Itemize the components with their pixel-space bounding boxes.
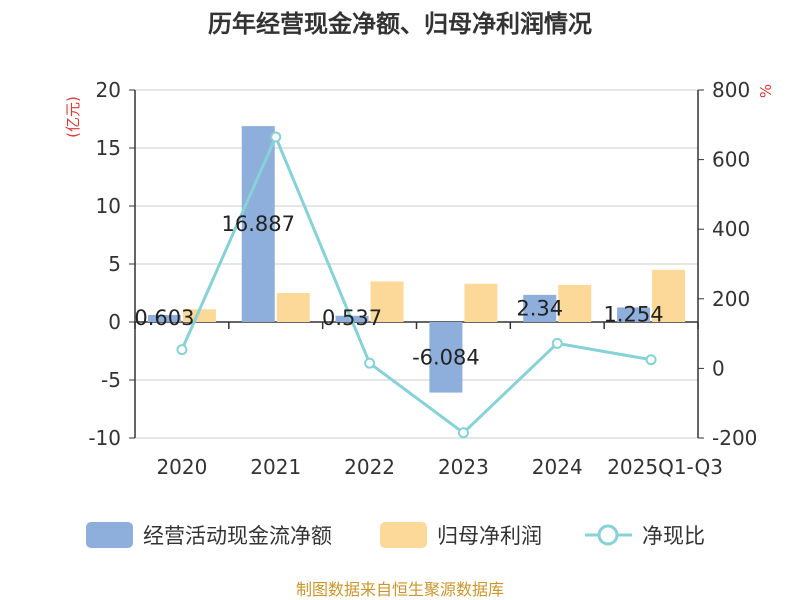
- category-label: 2022: [344, 455, 395, 479]
- legend-swatch-cashflow[interactable]: [86, 522, 133, 548]
- bar-netprofit: [370, 281, 404, 322]
- bar-cashflow: [147, 315, 181, 322]
- cashflow-data-label: 1.254: [604, 303, 664, 327]
- legend: 经营活动现金流净额 归母净利润 净现比: [86, 522, 705, 548]
- left-tick-label: 15: [96, 136, 121, 160]
- legend-swatch-netprofit[interactable]: [380, 522, 427, 548]
- cashflow-data-label: 16.887: [222, 212, 295, 236]
- right-tick-label: 0: [712, 356, 725, 380]
- left-tick-label: 0: [108, 310, 121, 334]
- category-label: 2025Q1-Q3: [607, 455, 723, 479]
- bar-cashflow: [429, 322, 463, 393]
- right-tick-label: -200: [712, 426, 757, 450]
- right-tick-label: 200: [712, 287, 750, 311]
- left-tick-label: -5: [101, 368, 121, 392]
- chart-title: 历年经营现金净额、归母净利润情况: [208, 10, 592, 38]
- left-tick-label: 20: [96, 78, 121, 102]
- legend-label-ratio[interactable]: 净现比: [642, 524, 705, 548]
- ratio-point: [270, 131, 282, 143]
- bar-netprofit: [276, 293, 310, 322]
- cashflow-data-label: 0.603: [134, 306, 194, 330]
- category-label: 2024: [532, 455, 583, 479]
- bar-netprofit: [652, 269, 686, 322]
- right-axis-label: %: [757, 84, 775, 98]
- axes: 20 15 10 5 0 -5 -10 800 600 400 200 0 -200 2020 2021 20…: [88, 78, 757, 479]
- data-labels: 0.603 16.887 0.537 -6.084 2.34 1.254: [134, 212, 663, 369]
- right-tick-label: 600: [712, 148, 750, 172]
- ratio-point: [457, 427, 469, 439]
- category-label: 2020: [156, 455, 207, 479]
- bar-cashflow: [617, 307, 651, 322]
- bar-netprofit: [464, 283, 498, 322]
- category-label: 2021: [250, 455, 301, 479]
- bar-cashflow: [241, 126, 275, 322]
- cashflow-data-label: 2.34: [516, 296, 563, 320]
- legend-label-netprofit[interactable]: 归母净利润: [437, 524, 542, 548]
- bar-netprofit: [558, 284, 592, 322]
- left-tick-label: -10: [88, 426, 121, 450]
- bar-netprofit: [182, 309, 216, 322]
- cashflow-data-label: 0.537: [322, 306, 382, 330]
- ratio-line-path: [180, 133, 652, 435]
- bar-cashflow: [523, 294, 557, 322]
- ratio-line: [176, 131, 657, 439]
- right-tick-label: 800: [712, 78, 750, 102]
- ratio-point: [645, 354, 657, 366]
- legend-marker-ratio[interactable]: [597, 524, 619, 546]
- category-label: 2023: [438, 455, 489, 479]
- left-tick-label: 10: [96, 194, 121, 218]
- right-tick-label: 400: [712, 217, 750, 241]
- legend-label-cashflow[interactable]: 经营活动现金流净额: [143, 524, 332, 548]
- left-axis-label: (亿元): [64, 96, 82, 138]
- cashflow-data-label: -6.084: [412, 345, 480, 369]
- source-note: 制图数据来自恒生聚源数据库: [296, 580, 504, 599]
- left-tick-label: 5: [108, 252, 121, 276]
- bars: [147, 126, 686, 393]
- ratio-point: [364, 357, 376, 369]
- ratio-point: [176, 344, 188, 356]
- ratio-point: [551, 337, 563, 349]
